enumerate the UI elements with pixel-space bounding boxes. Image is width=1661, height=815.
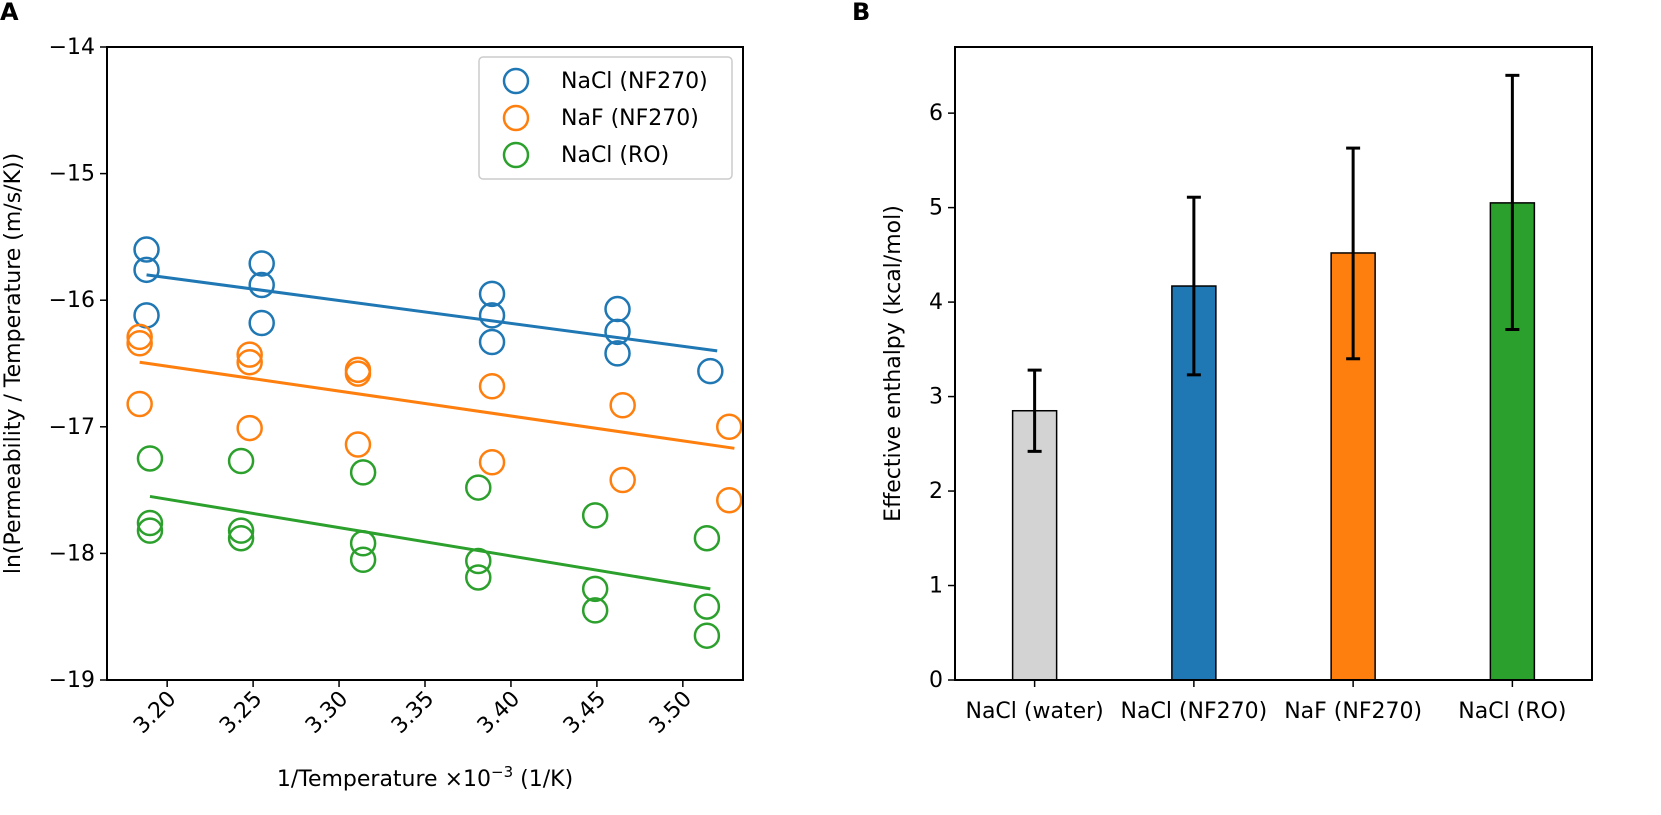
y-tick-label: 6 (929, 101, 943, 126)
point-nacl-ro (693, 622, 721, 649)
panel-b-label: B (852, 0, 870, 26)
point-nacl-nf270 (604, 295, 631, 323)
y-axis-label: Effective enthalpy (kcal/mol) (881, 205, 906, 522)
point-nacl-nf270 (604, 318, 631, 346)
x-tick-label: 3.40 (473, 687, 525, 739)
point-nacl-ro (136, 509, 164, 537)
x-tick-label-nacl-ro: NaCl (RO) (1458, 699, 1566, 724)
y-tick-label: −15 (49, 162, 95, 187)
x-tick-label-naf-nf270: NaF (NF270) (1284, 699, 1422, 724)
point-nacl-nf270 (478, 280, 506, 308)
x-tick-label: 3.25 (215, 687, 267, 739)
panel-a-scatter-chart: −19 −18 −17 −16 −15 −14 3.20 3.25 3.30 3.35 3.40 3.… (1, 35, 744, 792)
point-naf-nf270 (478, 448, 506, 476)
legend-marker-nacl-ro (502, 141, 530, 169)
y-tick-label: 5 (929, 196, 943, 221)
point-nacl-ro (465, 547, 492, 575)
point-nacl-nf270 (604, 340, 631, 367)
legend-label-naf-nf270: NaF (NF270) (561, 106, 699, 131)
y-tick-label: 3 (929, 385, 943, 410)
panel-a-label: A (0, 0, 19, 26)
point-nacl-nf270 (133, 236, 160, 263)
point-nacl-ro (465, 564, 492, 591)
x-tick-label: 3.50 (645, 687, 697, 739)
point-nacl-nf270 (248, 250, 275, 277)
point-nacl-ro (227, 447, 255, 475)
point-nacl-ro (693, 524, 721, 552)
point-nacl-nf270 (478, 328, 506, 356)
point-naf-nf270 (715, 486, 743, 514)
point-naf-nf270 (126, 390, 153, 418)
y-tick-label: −17 (49, 415, 95, 440)
legend-marker-nacl-nf270 (502, 67, 530, 95)
point-naf-nf270 (609, 466, 636, 494)
y-tick-label: −19 (49, 668, 95, 693)
y-tick-label: 0 (929, 668, 943, 693)
point-naf-nf270 (715, 413, 743, 441)
axes-frame-a (106, 46, 744, 681)
y-tick-label: −16 (49, 288, 95, 313)
point-nacl-ro (693, 593, 721, 620)
y-tick-label: 1 (929, 574, 943, 599)
point-naf-nf270 (236, 414, 263, 442)
fit-line-naf-nf270 (139, 360, 735, 450)
point-nacl-nf270 (133, 256, 160, 284)
legend: NaCl (NF270) NaF (NF270) NaCl (RO) (478, 56, 733, 180)
legend-marker-naf-nf270 (502, 104, 530, 132)
y-tick-label: −14 (49, 35, 95, 60)
y-tick-label: 2 (929, 479, 943, 504)
y-tick-label: −18 (49, 541, 95, 566)
x-tick-label: 3.35 (387, 687, 439, 739)
point-nacl-ro (227, 524, 255, 552)
point-nacl-ro (581, 597, 609, 624)
point-naf-nf270 (126, 323, 153, 351)
legend-label-nacl-ro: NaCl (RO) (561, 143, 669, 168)
y-tick-label: 4 (929, 290, 943, 315)
panel-b-bar-chart: 0 1 2 3 4 5 6 NaCl (water) NaCl (NF270) NaF (NF27… (881, 46, 1593, 724)
point-nacl-nf270 (697, 357, 724, 385)
point-nacl-ro (581, 502, 609, 529)
axes-frame-b (954, 46, 1593, 681)
point-nacl-nf270 (248, 309, 275, 337)
point-nacl-nf270 (478, 302, 506, 329)
fit-line-nacl-nf270 (146, 273, 718, 353)
point-nacl-nf270 (248, 271, 275, 299)
x-tick-label: 3.20 (129, 687, 181, 739)
x-tick-label-nacl-nf270: NaCl (NF270) (1121, 699, 1268, 724)
x-axis-label: 1/Temperature ×10−3 (1/K) (277, 763, 573, 792)
y-axis-label: ln(Permeability / Temperature (m/s/K)) (1, 153, 26, 574)
legend-box (478, 56, 733, 180)
point-nacl-ro (581, 575, 609, 603)
point-naf-nf270 (609, 392, 636, 419)
legend-label-nacl-nf270: NaCl (NF270) (561, 69, 708, 94)
x-tick-label: 3.30 (301, 687, 353, 739)
point-nacl-ro (465, 474, 492, 501)
point-nacl-ro (349, 546, 377, 573)
point-nacl-ro (227, 517, 255, 544)
point-naf-nf270 (344, 360, 372, 387)
fit-line-nacl-ro (149, 494, 711, 591)
point-naf-nf270 (236, 348, 263, 376)
x-tick-label-nacl-water: NaCl (water) (965, 699, 1103, 724)
point-naf-nf270 (126, 329, 153, 357)
point-naf-nf270 (236, 341, 263, 368)
point-naf-nf270 (344, 431, 372, 458)
x-tick-label: 3.45 (559, 687, 611, 739)
point-nacl-ro (349, 530, 377, 557)
point-nacl-ro (136, 445, 164, 472)
point-nacl-ro (136, 517, 164, 544)
point-nacl-ro (349, 459, 377, 486)
point-naf-nf270 (478, 373, 506, 400)
